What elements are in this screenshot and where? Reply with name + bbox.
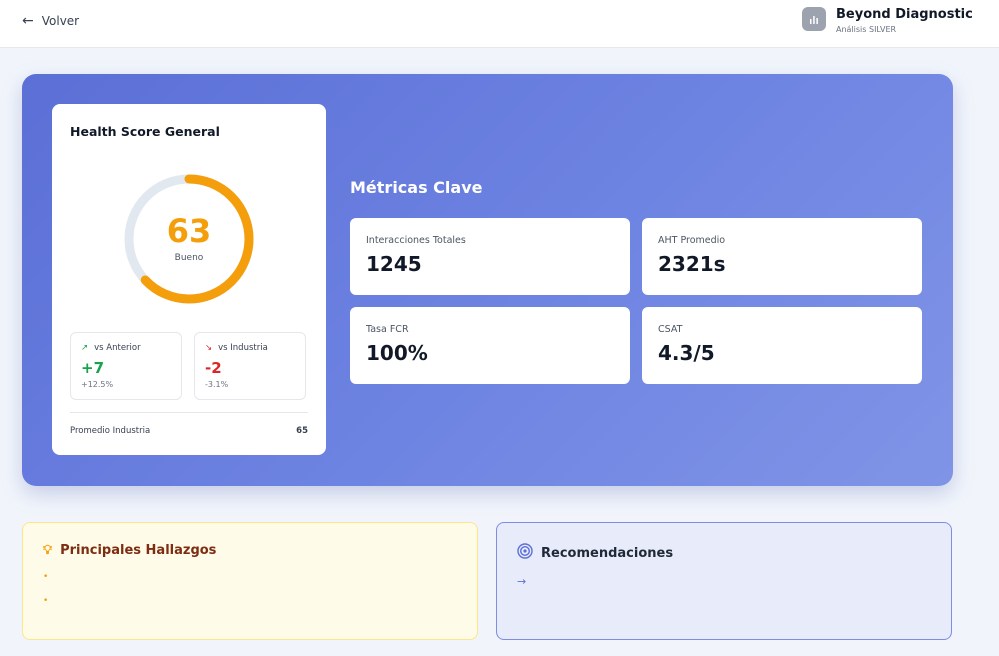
brand-title: Beyond Diagnostic bbox=[836, 7, 973, 22]
arrow-left-icon: ← bbox=[22, 13, 34, 29]
health-score-title: Health Score General bbox=[70, 124, 220, 139]
vs-anterior-card: ↗ vs Anterior +7 +12.5% bbox=[70, 332, 182, 400]
hero-panel: Health Score General 63 Bueno ↗ vs Anteri… bbox=[22, 74, 953, 486]
metric-card: Tasa FCR 100% bbox=[350, 307, 630, 384]
health-score-value: 63 bbox=[166, 212, 212, 250]
recommendation-arrow: → bbox=[517, 575, 527, 588]
metric-card: Interacciones Totales 1245 bbox=[350, 218, 630, 295]
recommendations-card: Recomendaciones → bbox=[496, 522, 952, 640]
brand: Beyond Diagnostic Análisis SILVER bbox=[802, 7, 973, 34]
metric-card: AHT Promedio 2321s bbox=[642, 218, 922, 295]
brand-subtitle: Análisis SILVER bbox=[836, 25, 897, 34]
vs-industria-card: ↘ vs Industria -2 -3.1% bbox=[194, 332, 306, 400]
health-score-card: Health Score General 63 Bueno ↗ vs Anteri… bbox=[52, 104, 326, 455]
trending-up-icon: ↗ bbox=[81, 343, 89, 353]
metric-card: CSAT 4.3/5 bbox=[642, 307, 922, 384]
findings-card: 💡︎ Principales Hallazgos • • bbox=[22, 522, 478, 640]
health-gauge bbox=[124, 174, 254, 304]
finding-bullet: • bbox=[43, 596, 49, 606]
industry-average: Promedio Industria 65 bbox=[70, 412, 308, 436]
target-icon bbox=[517, 543, 533, 563]
finding-bullet: • bbox=[43, 572, 49, 582]
bar-chart-icon bbox=[802, 7, 826, 31]
trending-down-icon: ↘ bbox=[205, 343, 213, 353]
back-button[interactable]: ← Volver bbox=[22, 13, 80, 29]
metrics-title: Métricas Clave bbox=[350, 178, 483, 197]
health-score-status: Bueno bbox=[174, 253, 204, 263]
top-bar: ← Volver Beyond Diagnostic Análisis SILV… bbox=[0, 0, 999, 48]
lightbulb-icon: 💡︎ bbox=[43, 543, 53, 558]
